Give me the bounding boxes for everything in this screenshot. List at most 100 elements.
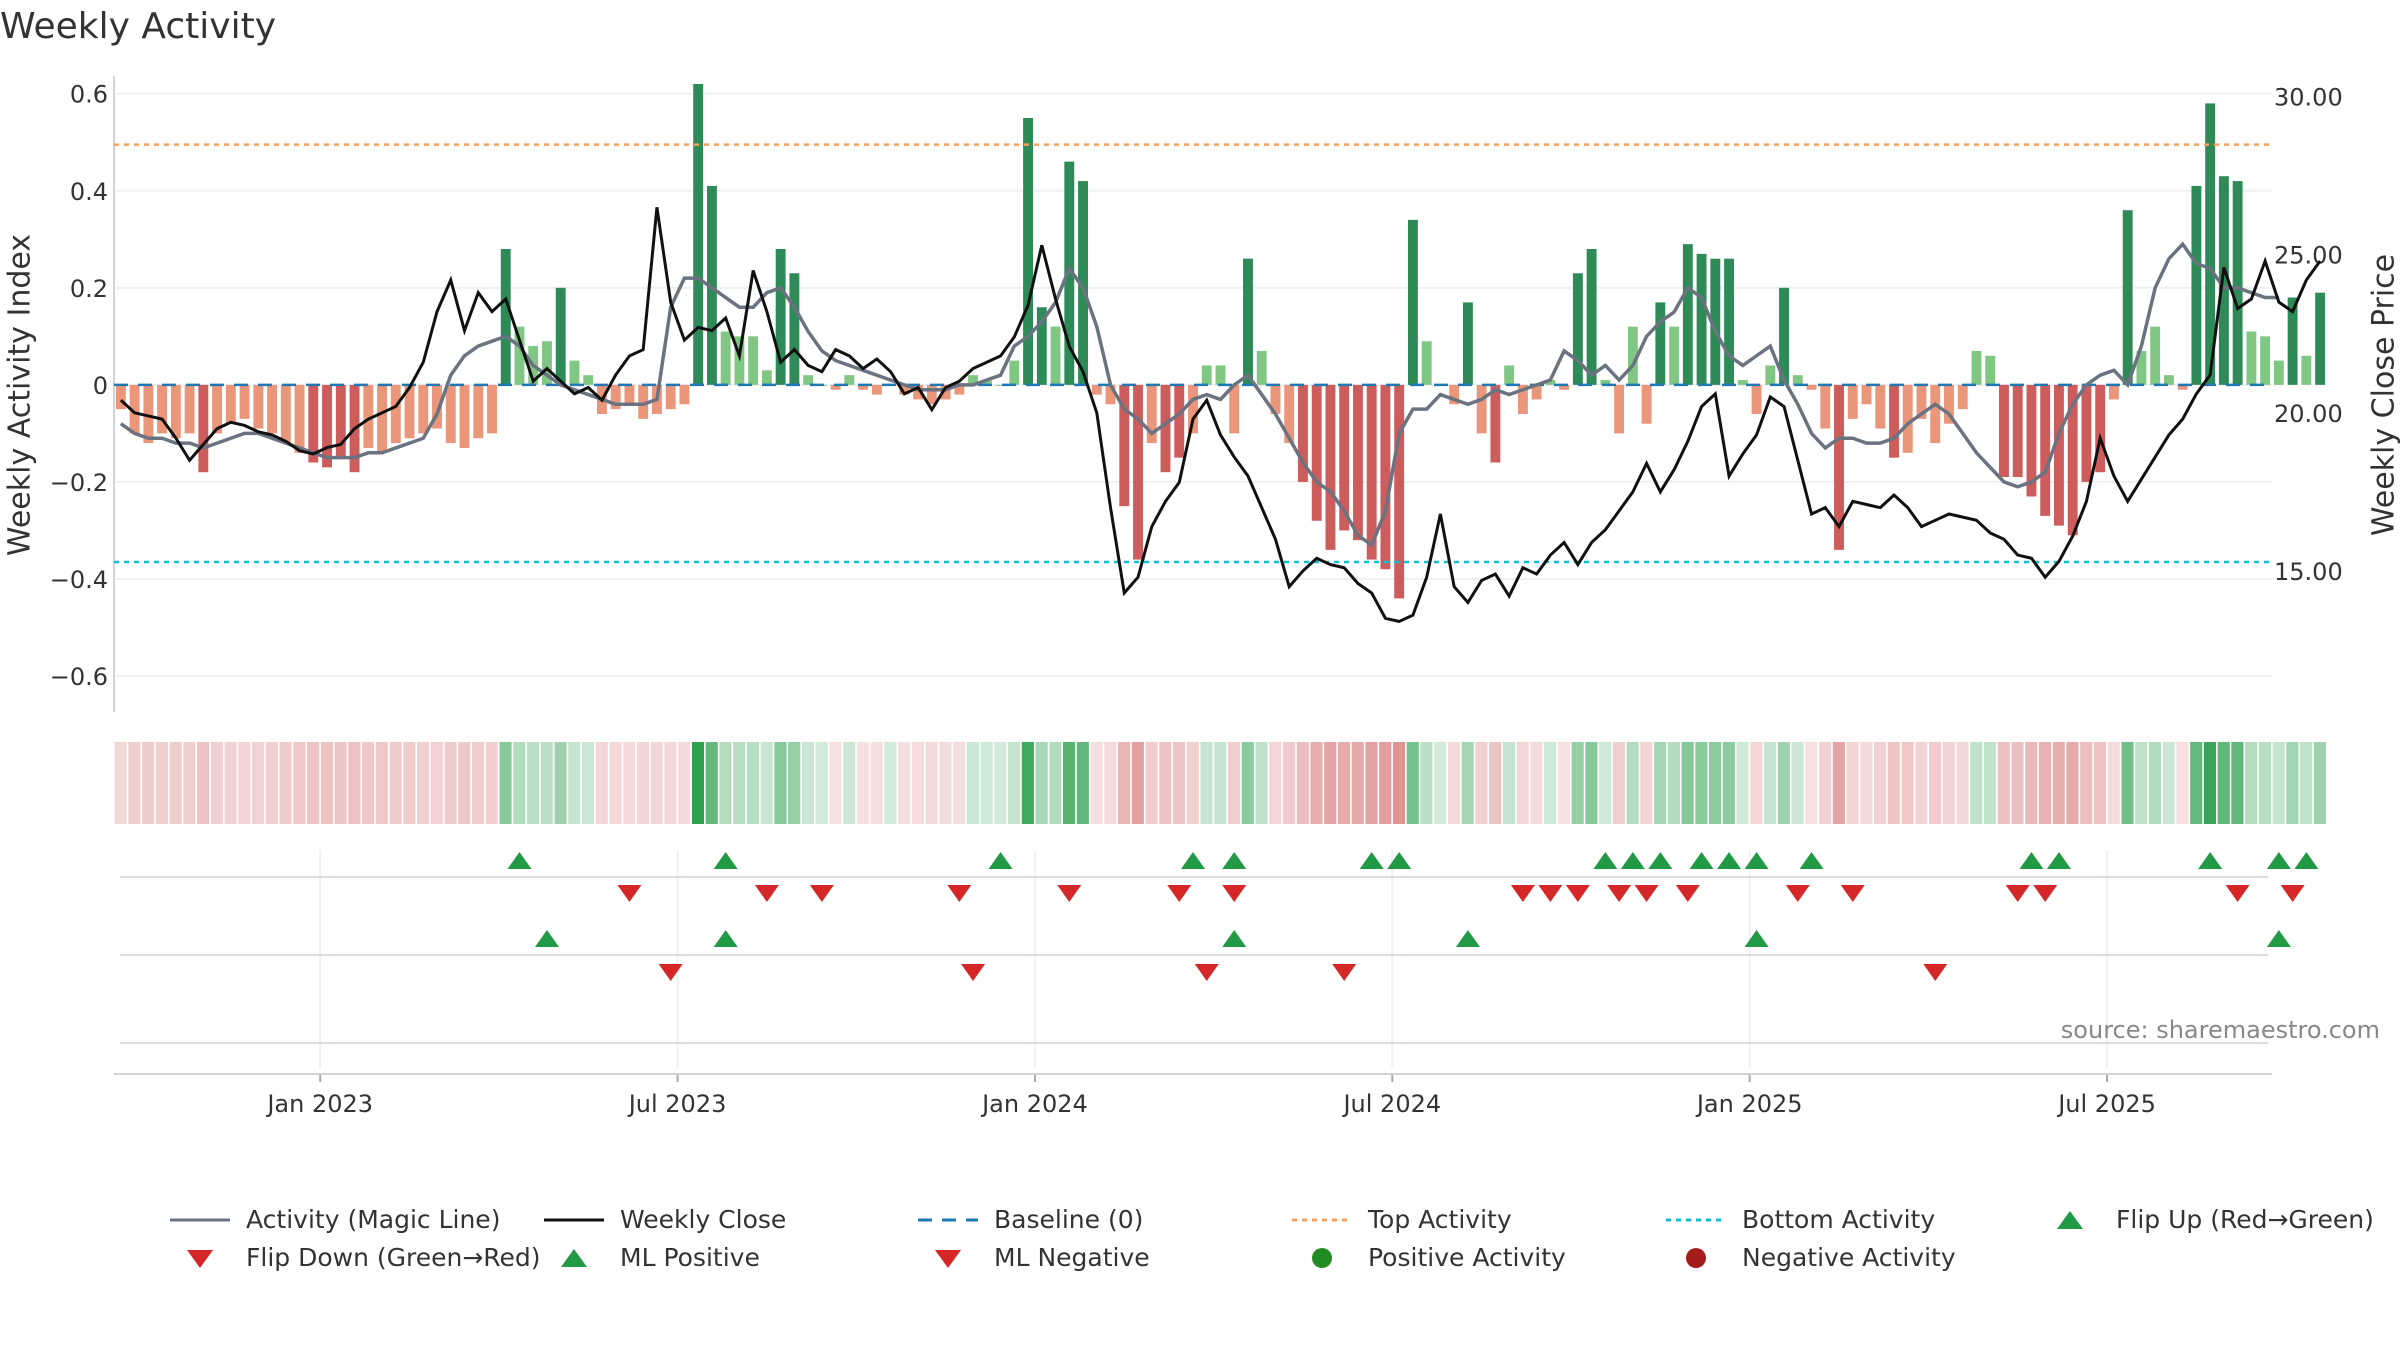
activity-bar [981,380,992,385]
flip-up-marker [2266,852,2291,869]
y-tick-label: 0 [93,372,108,400]
flip-down-marker [617,885,642,902]
activity-bar [858,384,869,390]
heat-cell [815,742,828,824]
heat-cell [843,742,856,824]
activity-bar [1641,384,1652,424]
heat-cell [416,742,430,824]
heat-cell [2217,742,2230,824]
magic-line-series [119,241,2279,548]
activity-bar [487,384,497,434]
heat-cell [128,742,141,824]
activity-bar [789,273,800,385]
activity-bar [1517,384,1528,414]
flip-up-marker [2294,852,2319,869]
flip-down-marker [1057,885,1082,902]
ml-positive-marker [534,930,559,947]
heat-cell [1049,742,1062,824]
activity-bar [1174,384,1185,458]
ml-negative-marker [1923,964,1948,981]
legend-item-negative-activity: Negative Activity [1664,1243,1956,1272]
heat-cell [1324,742,1337,824]
activity-bar [445,384,456,444]
activity-bar [693,84,704,385]
activity-bar [1229,384,1240,434]
x-tick-label: Jul 2025 [2056,1090,2156,1118]
heat-cell [2286,742,2299,824]
heat-cell [307,742,320,824]
legend-label: Positive Activity [1368,1243,1566,1272]
activity-bar [1339,384,1350,531]
activity-bar [2246,331,2257,385]
activity-bar [1366,384,1377,560]
activity-bar [940,384,951,400]
circle-red-icon [1686,1247,1706,1268]
activity-bar [335,384,346,458]
heat-cell [1200,742,1213,824]
activity-bar [280,384,291,444]
activity-bar [1545,380,1556,385]
heat-cell [1214,742,1227,824]
activity-bar [2095,384,2106,473]
heat-cell [1819,742,1832,824]
heat-cell [114,742,127,824]
x-tick-label: Jul 2023 [627,1090,727,1118]
legend-item-top-activity: Top Activity [1290,1205,1512,1234]
activity-bar [665,384,676,410]
heat-cell [2162,742,2175,824]
activity-bar [2191,185,2202,385]
flip-down-marker [1538,885,1563,902]
flip-up-marker [1181,852,1205,869]
heat-cell [471,742,485,824]
heat-cell [293,742,306,824]
flip-up-marker [1689,852,1714,869]
heat-cell [1159,742,1172,824]
activity-bar [225,384,236,424]
heat-cell [650,742,663,824]
top-activity-swatch-icon [1292,1218,1352,1221]
heat-cell [2011,742,2024,824]
legend-label: Baseline (0) [994,1205,1144,1234]
flip-down-marker [1222,885,1247,902]
heat-cell [1406,742,1419,824]
activity-bar [1889,384,1899,458]
activity-bar [459,384,470,448]
activity-bar [1779,287,1789,385]
activity-bar [2232,181,2243,385]
legend-label: Weekly Close [620,1205,787,1234]
heat-cell [197,742,210,824]
activity-bar [1806,384,1817,390]
activity-bar [390,384,401,444]
activity-bar [734,336,745,385]
activity-bar [184,384,195,434]
heat-cell [1942,742,1955,824]
flip-down-marker [2033,885,2058,902]
heat-cell [155,742,168,824]
activity-bar [308,384,319,463]
heat-cell [1571,742,1584,824]
heat-cell [1626,742,1639,824]
legend-item-magic-line: Activity (Magic Line) [168,1205,500,1234]
heat-cell [2203,742,2217,824]
heat-cell [2313,742,2326,824]
activity-bar [706,185,717,385]
heat-cell [1530,742,1543,824]
legend-label: Flip Up (Red→Green) [2116,1205,2374,1234]
heat-cell [1681,742,1694,824]
flip-down-marker [754,885,779,902]
flip-up-marker [2019,852,2044,869]
activity-bar [1394,384,1405,599]
y-tick-label: 0.4 [70,178,108,206]
flip-up-marker [988,852,1013,869]
flip-down-marker [1607,885,1632,902]
legend-label: Negative Activity [1742,1243,1956,1272]
heat-cell [1695,742,1708,824]
heat-cell [1667,742,1680,824]
heat-cell [2066,742,2079,824]
flip-down-marker [2225,885,2250,902]
heat-cell [265,742,278,824]
heat-cell [2190,742,2203,824]
y-tick-label: −0.2 [50,469,108,497]
legend-item-ml-positive: ML Positive [542,1243,760,1272]
heat-cell [719,742,732,824]
